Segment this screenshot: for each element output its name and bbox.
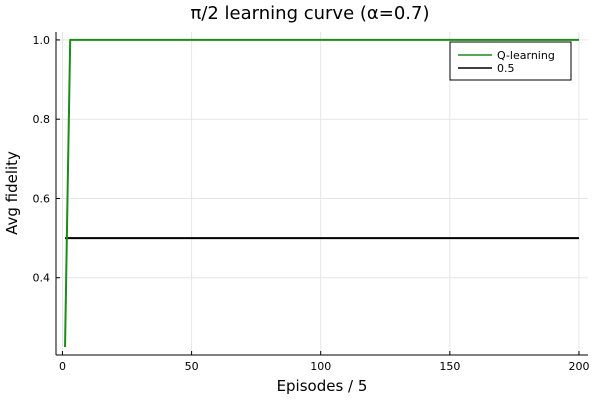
- x-tick-label: 0: [59, 360, 66, 373]
- x-tick-label: 100: [310, 360, 331, 373]
- chart-title: π/2 learning curve (α=0.7): [190, 3, 429, 24]
- y-tick-label: 0.4: [33, 272, 51, 285]
- x-tick-label: 200: [568, 360, 589, 373]
- plot-frame: [55, 32, 588, 356]
- legend-label-q-learning: Q-learning: [497, 49, 555, 62]
- series-line-q-learning: [64, 38, 579, 348]
- legend-label-0-5: 0.5: [497, 62, 515, 75]
- x-tick-label: 50: [185, 360, 199, 373]
- y-tick-label: 1.0: [33, 34, 51, 47]
- legend-box: [449, 41, 572, 81]
- series-layer: [64, 38, 579, 348]
- y-axis-label: Avg fidelity: [3, 151, 21, 235]
- axis-ticks: [56, 39, 580, 355]
- x-tick-label: 150: [439, 360, 460, 373]
- legend: Q-learning 0.5: [449, 41, 572, 81]
- y-tick-label: 0.6: [33, 192, 51, 205]
- y-tick-label: 0.8: [33, 113, 51, 126]
- x-axis-label: Episodes / 5: [277, 377, 368, 395]
